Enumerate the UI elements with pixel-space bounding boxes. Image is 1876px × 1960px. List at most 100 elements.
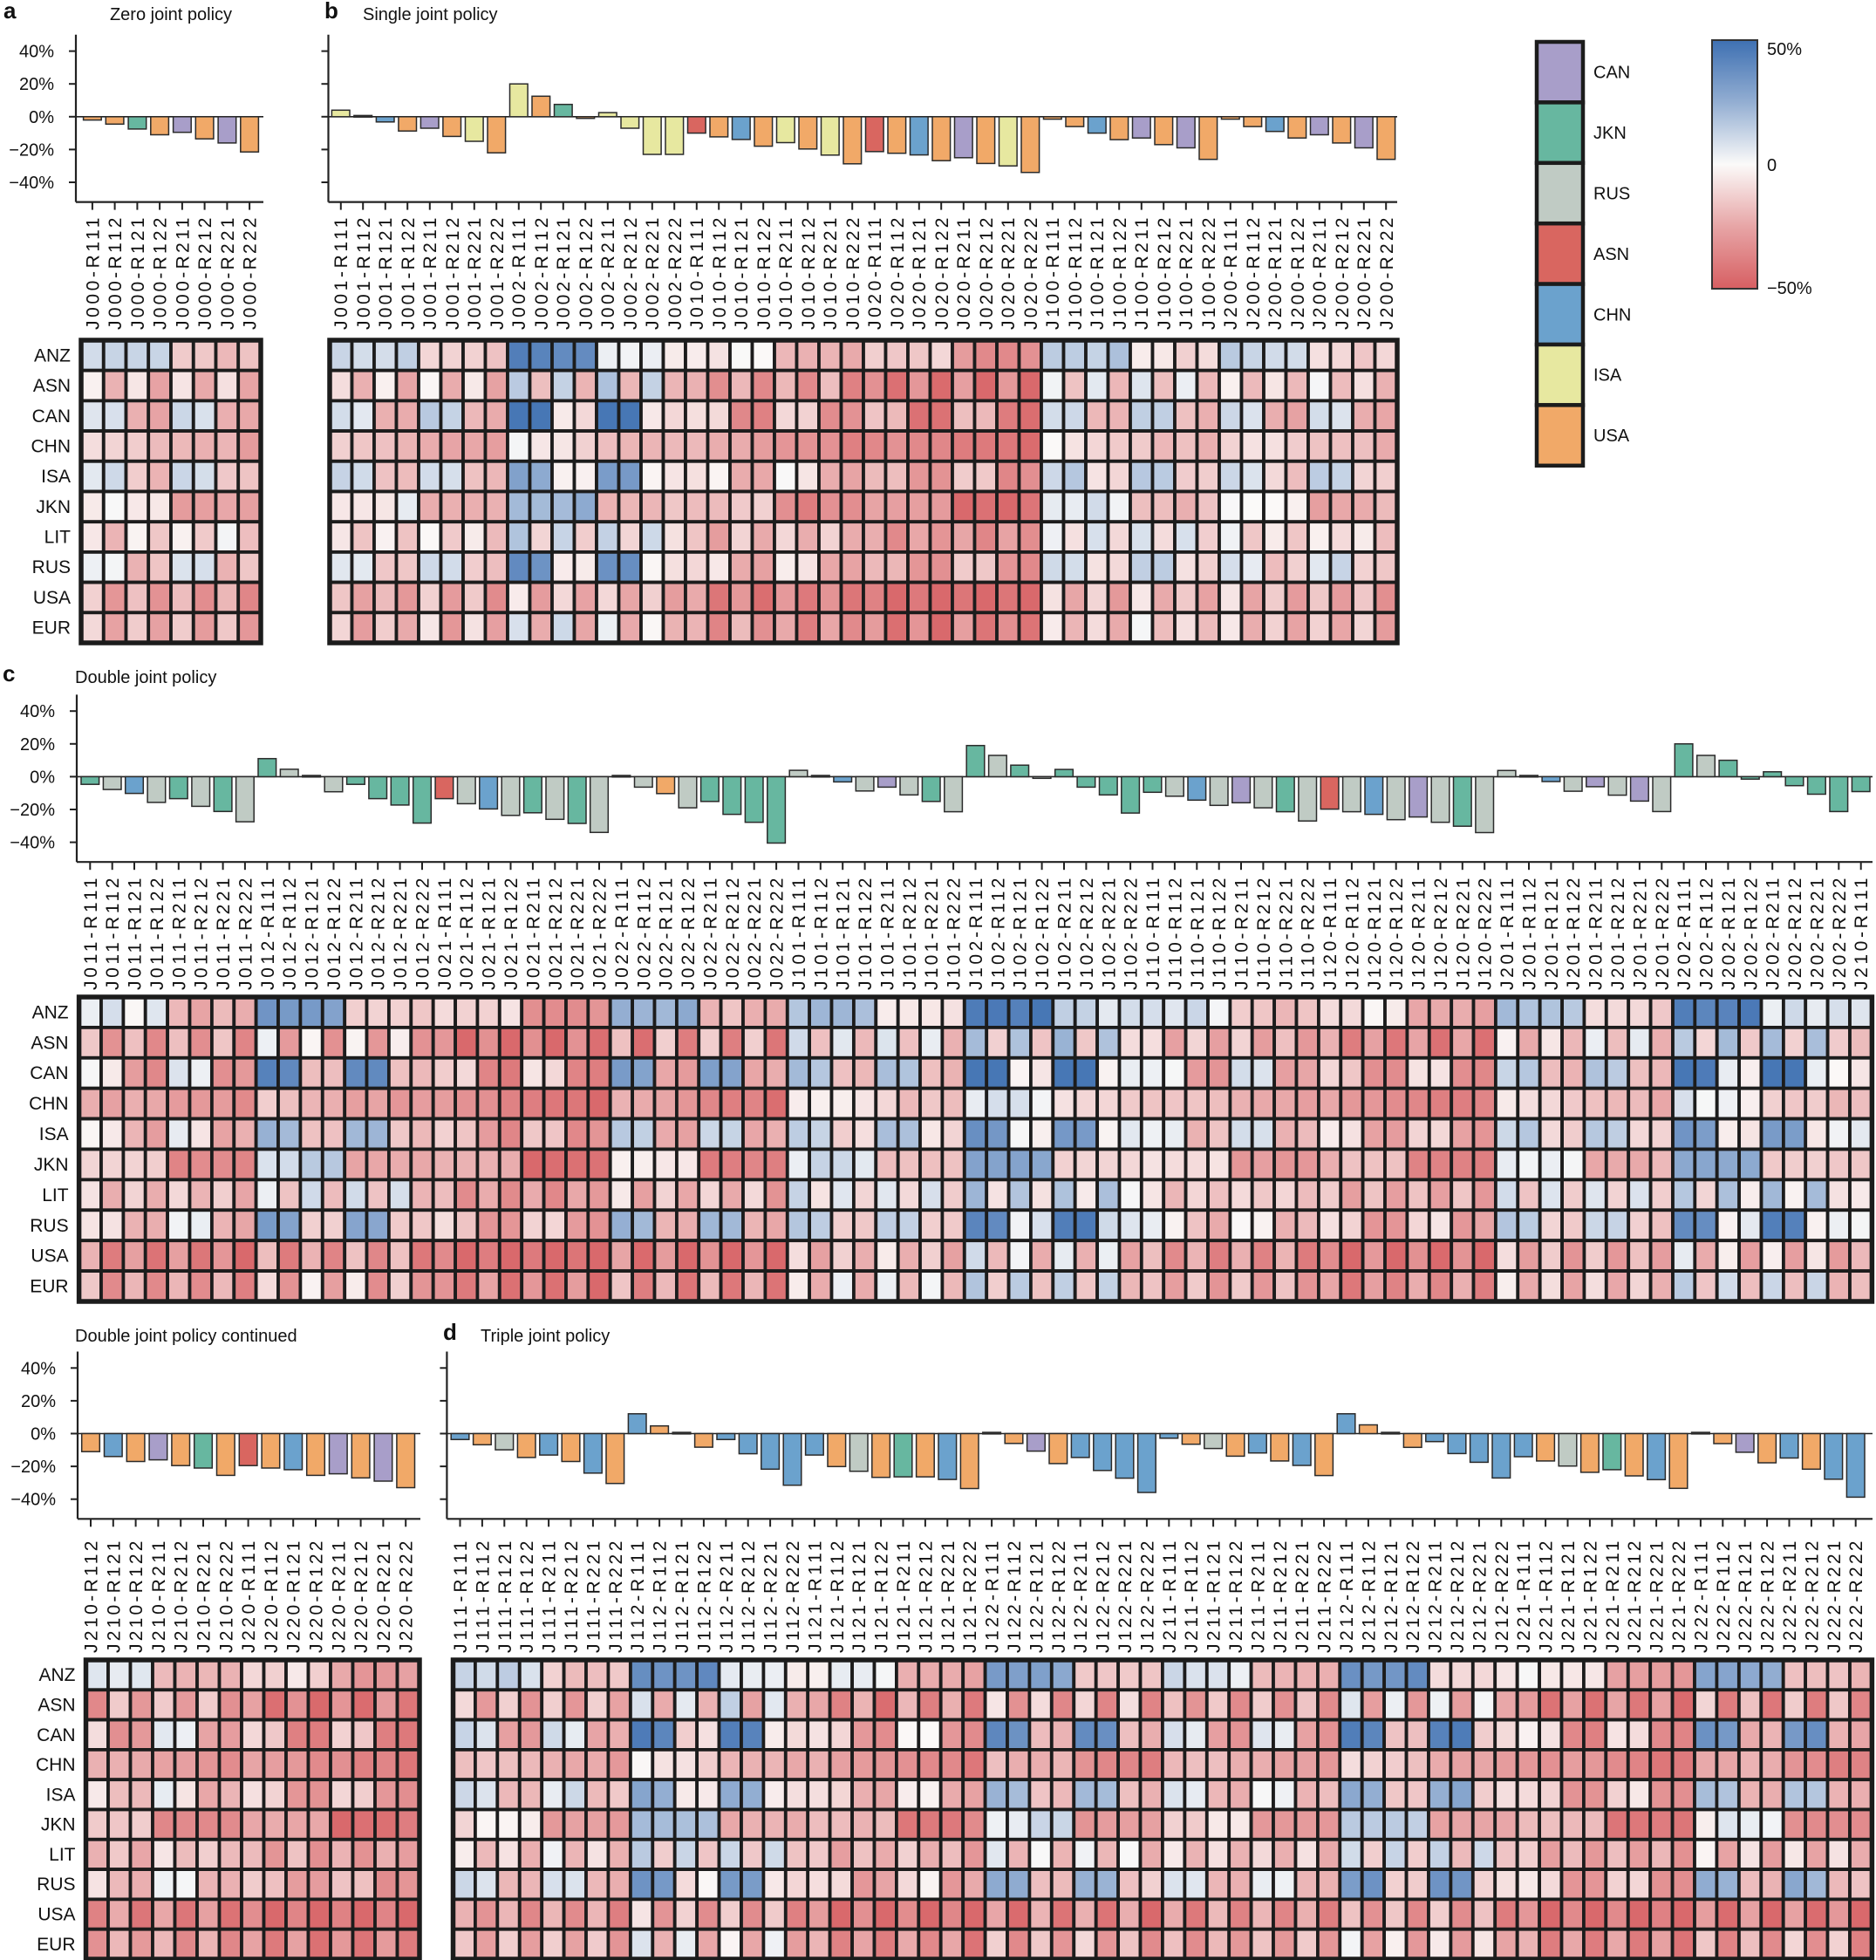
svg-text:J000-R121: J000-R121 (128, 216, 148, 330)
svg-text:J221-R112: J221-R112 (1537, 1540, 1557, 1653)
svg-text:J022-R121: J022-R121 (657, 877, 677, 990)
svg-text:ANZ: ANZ (39, 1665, 76, 1685)
svg-text:J210-R221: J210-R221 (194, 1540, 215, 1653)
svg-text:J221-R211: J221-R211 (1603, 1540, 1623, 1653)
svg-text:J201-R211: J201-R211 (1586, 877, 1607, 990)
svg-text:J112-R222: J112-R222 (783, 1540, 803, 1653)
svg-text:J102-R122: J102-R122 (1033, 877, 1053, 990)
svg-text:J001-R211: J001-R211 (420, 216, 440, 330)
svg-text:J220-R221: J220-R221 (374, 1540, 394, 1653)
svg-text:40%: 40% (19, 43, 54, 62)
svg-text:J200-R221: J200-R221 (1354, 216, 1375, 330)
svg-text:J012-R211: J012-R211 (346, 877, 366, 990)
svg-text:J112-R122: J112-R122 (694, 1540, 714, 1653)
svg-text:J020-R111: J020-R111 (865, 216, 885, 330)
svg-text:J021-R211: J021-R211 (523, 877, 543, 990)
svg-text:J121-R122: J121-R122 (872, 1540, 892, 1653)
svg-text:J000-R221: J000-R221 (218, 216, 238, 330)
svg-text:J001-R222: J001-R222 (488, 216, 508, 330)
svg-text:J110-R122: J110-R122 (1210, 877, 1230, 990)
svg-text:J000-R112: J000-R112 (106, 216, 126, 330)
svg-text:RUS: RUS (1593, 185, 1630, 204)
svg-text:J010-R221: J010-R221 (821, 216, 841, 330)
svg-text:J000-R222: J000-R222 (241, 216, 261, 330)
svg-text:J021-R122: J021-R122 (501, 877, 522, 990)
svg-text:J202-R121: J202-R121 (1719, 877, 1739, 990)
svg-text:J022-R211: J022-R211 (700, 877, 720, 990)
svg-text:J101-R211: J101-R211 (878, 877, 898, 990)
svg-text:CHN: CHN (36, 1755, 76, 1775)
svg-text:J022-R122: J022-R122 (679, 877, 699, 990)
svg-text:J011-R121: J011-R121 (126, 877, 146, 990)
svg-text:J002-R211: J002-R211 (598, 216, 618, 330)
svg-text:ANZ: ANZ (34, 345, 71, 365)
svg-text:J122-R111: J122-R111 (983, 1540, 1003, 1653)
svg-text:J202-R111: J202-R111 (1675, 877, 1695, 990)
svg-text:J101-R111: J101-R111 (789, 877, 809, 990)
svg-text:J221-R221: J221-R221 (1647, 1540, 1668, 1653)
svg-text:RUS: RUS (37, 1875, 75, 1895)
svg-text:J102-R211: J102-R211 (1055, 877, 1075, 990)
svg-text:J120-R122: J120-R122 (1387, 877, 1407, 990)
svg-text:J112-R212: J112-R212 (739, 1540, 759, 1653)
svg-text:J021-R121: J021-R121 (480, 877, 500, 990)
svg-text:J201-R121: J201-R121 (1542, 877, 1562, 990)
svg-text:J100-R222: J100-R222 (1199, 216, 1219, 330)
svg-text:J001-R212: J001-R212 (443, 216, 463, 330)
svg-text:c: c (3, 660, 15, 686)
svg-text:d: d (443, 1319, 457, 1345)
svg-text:20%: 20% (19, 75, 54, 94)
svg-text:J111-R222: J111-R222 (606, 1540, 626, 1653)
svg-text:J220-R211: J220-R211 (329, 1540, 349, 1653)
svg-text:J222-R212: J222-R212 (1802, 1540, 1822, 1653)
svg-text:J102-R221: J102-R221 (1099, 877, 1119, 990)
svg-text:J201-R221: J201-R221 (1630, 877, 1650, 990)
svg-text:J201-R122: J201-R122 (1564, 877, 1584, 990)
svg-text:J010-R211: J010-R211 (776, 216, 796, 330)
svg-text:J120-R121: J120-R121 (1365, 877, 1385, 990)
svg-text:J102-R212: J102-R212 (1077, 877, 1097, 990)
svg-text:J210-R211: J210-R211 (149, 1540, 169, 1653)
svg-text:−40%: −40% (10, 1491, 56, 1510)
svg-text:J122-R222: J122-R222 (1137, 1540, 1157, 1653)
svg-text:40%: 40% (20, 702, 55, 721)
svg-text:J121-R121: J121-R121 (849, 1540, 870, 1653)
svg-text:J020-R112: J020-R112 (888, 216, 908, 330)
svg-text:J011-R111: J011-R111 (81, 877, 101, 990)
svg-text:J110-R221: J110-R221 (1276, 877, 1296, 990)
svg-text:J112-R221: J112-R221 (761, 1540, 781, 1653)
svg-text:J002-R121: J002-R121 (554, 216, 574, 330)
svg-text:J001-R111: J001-R111 (331, 216, 351, 330)
svg-text:J010-R112: J010-R112 (710, 216, 730, 330)
svg-text:J110-R222: J110-R222 (1299, 877, 1319, 990)
svg-text:J002-R111: J002-R111 (509, 216, 529, 330)
svg-text:J010-R212: J010-R212 (799, 216, 819, 330)
svg-text:J100-R112: J100-R112 (1066, 216, 1086, 330)
svg-text:J012-R111: J012-R111 (258, 877, 278, 990)
svg-text:J220-R111: J220-R111 (239, 1540, 259, 1653)
svg-text:J112-R111: J112-R111 (628, 1540, 648, 1653)
svg-text:ANZ: ANZ (32, 1003, 69, 1023)
svg-text:J102-R112: J102-R112 (988, 877, 1008, 990)
svg-text:b: b (324, 0, 338, 24)
svg-text:J201-R222: J201-R222 (1653, 877, 1673, 990)
svg-text:JKN: JKN (36, 497, 71, 517)
svg-text:J121-R222: J121-R222 (960, 1540, 980, 1653)
svg-text:J122-R121: J122-R121 (1027, 1540, 1047, 1653)
svg-text:J201-R111: J201-R111 (1497, 877, 1518, 990)
svg-text:EUR: EUR (37, 1935, 75, 1955)
svg-text:J002-R222: J002-R222 (665, 216, 686, 330)
svg-text:EUR: EUR (32, 618, 71, 639)
svg-text:J111-R212: J111-R212 (562, 1540, 582, 1653)
svg-text:J210-R222: J210-R222 (216, 1540, 236, 1653)
svg-text:J202-R211: J202-R211 (1763, 877, 1784, 990)
svg-text:J220-R212: J220-R212 (351, 1540, 372, 1653)
svg-text:CAN: CAN (1593, 64, 1630, 83)
svg-text:LIT: LIT (49, 1845, 76, 1865)
svg-text:J010-R121: J010-R121 (732, 216, 752, 330)
svg-text:20%: 20% (21, 1392, 56, 1411)
svg-text:J020-R211: J020-R211 (954, 216, 974, 330)
svg-text:CAN: CAN (30, 1063, 68, 1083)
svg-text:J111-R221: J111-R221 (583, 1540, 604, 1653)
svg-text:J221-R111: J221-R111 (1514, 1540, 1534, 1653)
